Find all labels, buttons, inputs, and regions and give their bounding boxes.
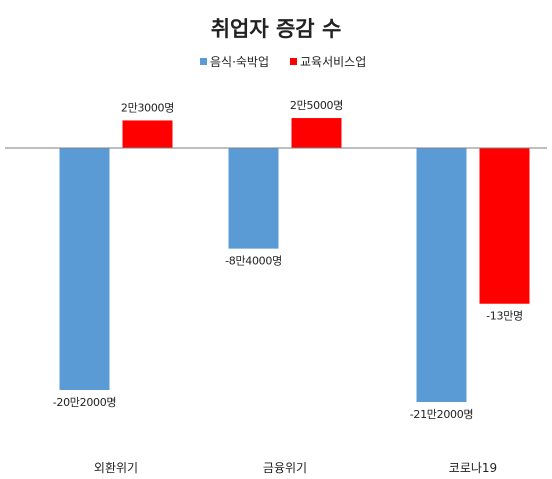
bars-group xyxy=(59,118,530,402)
category-label-3: 코로나19 xyxy=(449,461,497,475)
legend-swatch-2 xyxy=(290,58,297,65)
category-labels-group: 외환위기 금융위기 코로나19 xyxy=(94,461,497,475)
data-label-2-3: -13만명 xyxy=(486,310,523,323)
data-label-1-2: -8만4000명 xyxy=(225,255,282,268)
legend: 음식·숙박업 교육서비스업 xyxy=(200,55,366,69)
category-label-2: 금융위기 xyxy=(263,461,307,475)
legend-swatch-1 xyxy=(200,58,207,65)
category-label-1: 외환위기 xyxy=(94,461,138,475)
data-label-2-2: 2만5000명 xyxy=(290,99,343,112)
data-labels-group: -20만2000명 2만3000명 -8만4000명 2만5000명 -21만2000명… xyxy=(53,99,523,421)
bar-1-2 xyxy=(228,148,279,249)
data-label-1-3: -21만2000명 xyxy=(410,408,474,421)
legend-label-1: 음식·숙박업 xyxy=(210,55,269,69)
chart-title: 취업자 증감 수 xyxy=(211,17,342,41)
legend-label-2: 교육서비스업 xyxy=(300,55,366,69)
bar-2-2 xyxy=(291,118,342,148)
bar-2-3 xyxy=(479,148,530,304)
bar-1-3 xyxy=(416,148,467,402)
data-label-2-1: 2만3000명 xyxy=(121,101,174,114)
bar-2-1 xyxy=(122,120,173,148)
bar-1-1 xyxy=(59,148,110,390)
data-label-1-1: -20만2000명 xyxy=(53,396,117,409)
